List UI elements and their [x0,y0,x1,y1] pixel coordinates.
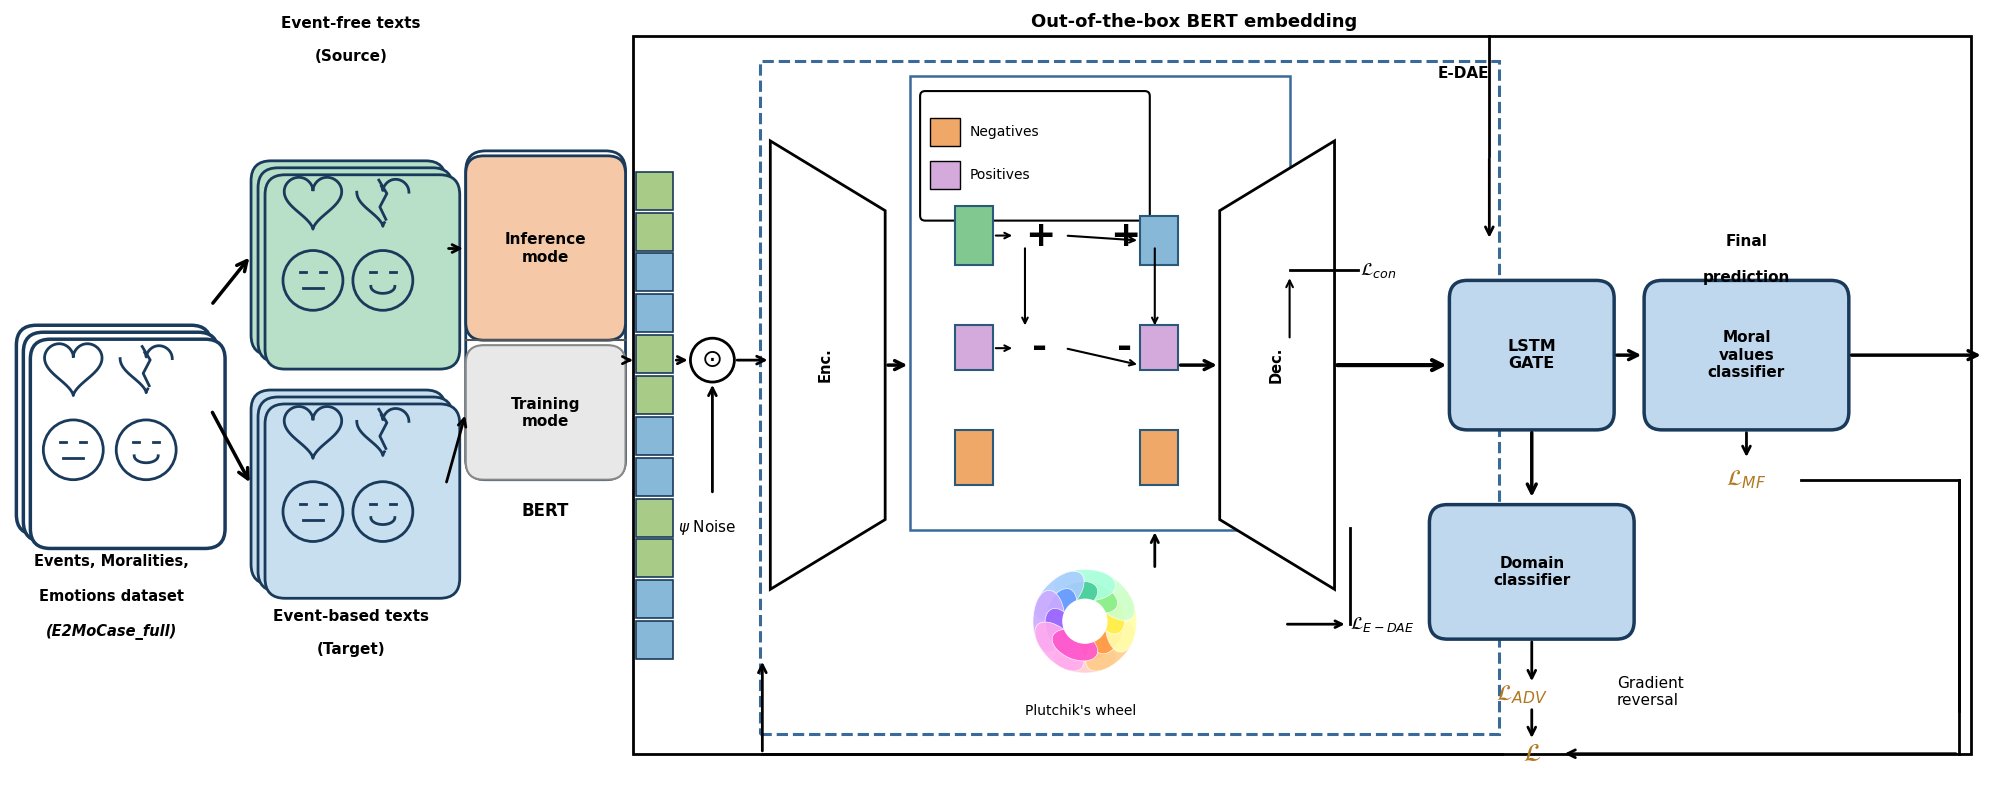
Text: (Target): (Target) [317,642,385,657]
Bar [634,417,672,455]
Ellipse shape [1092,608,1124,654]
FancyBboxPatch shape [251,390,446,585]
Text: Domain
classifier: Domain classifier [1493,555,1569,588]
Bar [955,325,993,370]
Ellipse shape [1054,641,1116,673]
Text: Event-free texts: Event-free texts [281,17,419,32]
Text: $\mathcal{L}_{MF}$: $\mathcal{L}_{MF}$ [1726,468,1766,491]
Text: -: - [1032,331,1048,365]
Bar [634,498,672,536]
Text: Inference
mode: Inference mode [504,232,586,265]
FancyBboxPatch shape [466,156,626,340]
Polygon shape [1218,141,1335,589]
Text: Out-of-the-box BERT embedding: Out-of-the-box BERT embedding [1032,13,1357,32]
Text: (Source): (Source) [315,49,387,64]
Bar [1140,325,1178,370]
FancyBboxPatch shape [265,175,460,369]
Ellipse shape [1044,608,1076,654]
Bar [634,171,672,209]
Text: Event-based texts: Event-based texts [273,609,429,624]
Ellipse shape [1072,630,1118,661]
Text: Final: Final [1724,234,1766,249]
Text: Training
mode: Training mode [510,397,580,429]
Ellipse shape [1086,571,1134,620]
FancyBboxPatch shape [265,404,460,598]
Bar [761,61,1499,734]
FancyBboxPatch shape [259,397,452,591]
FancyBboxPatch shape [919,91,1150,220]
Ellipse shape [1034,571,1084,620]
Text: $\psi$ Noise: $\psi$ Noise [678,518,737,537]
Circle shape [690,338,735,382]
Bar [634,621,672,659]
FancyBboxPatch shape [259,167,452,362]
Ellipse shape [1104,590,1136,652]
Ellipse shape [1086,622,1134,672]
Bar [634,335,672,373]
Text: Negatives: Negatives [969,125,1040,139]
Bar [634,254,672,292]
Bar [929,161,959,189]
Text: $\mathcal{L}_{E-DAE}$: $\mathcal{L}_{E-DAE}$ [1349,615,1413,634]
Text: E-DAE: E-DAE [1437,66,1489,81]
Bar [955,205,993,265]
Bar [634,213,672,250]
Ellipse shape [1032,590,1064,652]
Text: $\mathcal{L}_{con}$: $\mathcal{L}_{con}$ [1359,261,1395,280]
Text: (E2MoCase_full): (E2MoCase_full) [46,624,177,640]
Text: ⊙: ⊙ [702,348,723,372]
Text: prediction: prediction [1702,270,1790,285]
Text: Emotions dataset: Emotions dataset [38,589,185,604]
Text: -: - [1116,331,1132,365]
Text: +: + [1110,219,1140,253]
Bar [634,581,672,619]
Circle shape [1062,600,1106,643]
FancyBboxPatch shape [466,345,626,480]
Text: Positives: Positives [969,167,1030,182]
Ellipse shape [1052,630,1098,661]
Text: BERT: BERT [522,502,570,520]
Ellipse shape [1034,622,1084,672]
Text: $\mathcal{L}$: $\mathcal{L}$ [1521,742,1539,766]
FancyBboxPatch shape [24,333,219,541]
Text: Events, Moralities,: Events, Moralities, [34,555,189,570]
Text: Gradient
reversal: Gradient reversal [1616,675,1682,708]
Bar [634,295,672,333]
FancyBboxPatch shape [251,161,446,356]
FancyBboxPatch shape [1449,280,1614,430]
Bar [955,430,993,485]
FancyBboxPatch shape [1429,505,1634,639]
Bar [632,36,1969,754]
Bar [634,376,672,414]
Ellipse shape [1054,570,1116,601]
Bar [634,540,672,577]
Bar [909,76,1288,529]
Text: LSTM
GATE: LSTM GATE [1507,339,1555,371]
Ellipse shape [1052,581,1098,613]
Bar [634,457,672,495]
Text: Enc.: Enc. [817,348,833,382]
Bar [1140,216,1178,265]
FancyBboxPatch shape [466,151,626,480]
FancyBboxPatch shape [30,339,225,548]
Ellipse shape [1092,589,1124,634]
Text: +: + [1024,219,1054,253]
Text: Plutchik's wheel: Plutchik's wheel [1024,704,1136,718]
Text: Dec.: Dec. [1268,347,1284,383]
Bar [929,118,959,146]
Text: $\mathcal{L}_{ADV}$: $\mathcal{L}_{ADV}$ [1495,683,1547,706]
Polygon shape [771,141,885,589]
Text: Moral
values
classifier: Moral values classifier [1708,330,1784,380]
FancyBboxPatch shape [16,325,211,535]
Bar [1140,430,1178,485]
Ellipse shape [1044,589,1076,634]
FancyBboxPatch shape [1644,280,1848,430]
Ellipse shape [1072,581,1118,613]
